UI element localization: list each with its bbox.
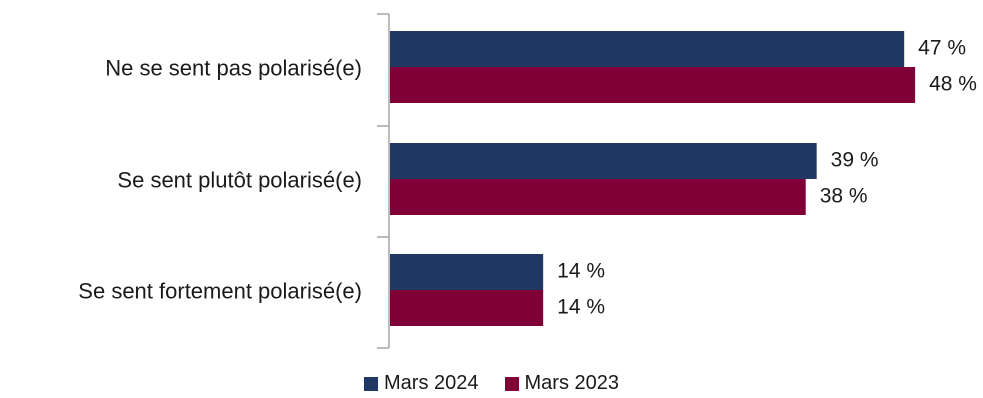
legend-item-series-2: Mars 2023 <box>504 372 620 395</box>
legend: Mars 2024 Mars 2023 <box>0 372 983 395</box>
data-label: 39 % <box>831 149 879 172</box>
bar-series-2 <box>390 290 544 326</box>
category-label: Se sent plutôt polarisé(e) <box>117 167 362 192</box>
data-label: 14 % <box>557 296 605 319</box>
category-label: Ne se sent pas polarisé(e) <box>105 55 362 80</box>
bar-series-1 <box>390 254 544 290</box>
bar-series-2 <box>390 179 806 215</box>
legend-label-series-1: Mars 2024 <box>384 372 479 394</box>
data-label: 48 % <box>929 73 977 96</box>
bar-series-2 <box>390 67 916 103</box>
legend-item-series-1: Mars 2024 <box>364 372 479 395</box>
legend-swatch-series-1 <box>364 376 378 391</box>
bar-series-1 <box>390 143 817 179</box>
data-label: 38 % <box>820 185 868 208</box>
data-label: 14 % <box>557 260 605 283</box>
category-label: Se sent fortement polarisé(e) <box>78 278 362 303</box>
bar-series-1 <box>390 31 905 67</box>
legend-label-series-2: Mars 2023 <box>524 372 620 394</box>
legend-swatch-series-2 <box>504 376 519 391</box>
data-label: 47 % <box>918 37 966 60</box>
